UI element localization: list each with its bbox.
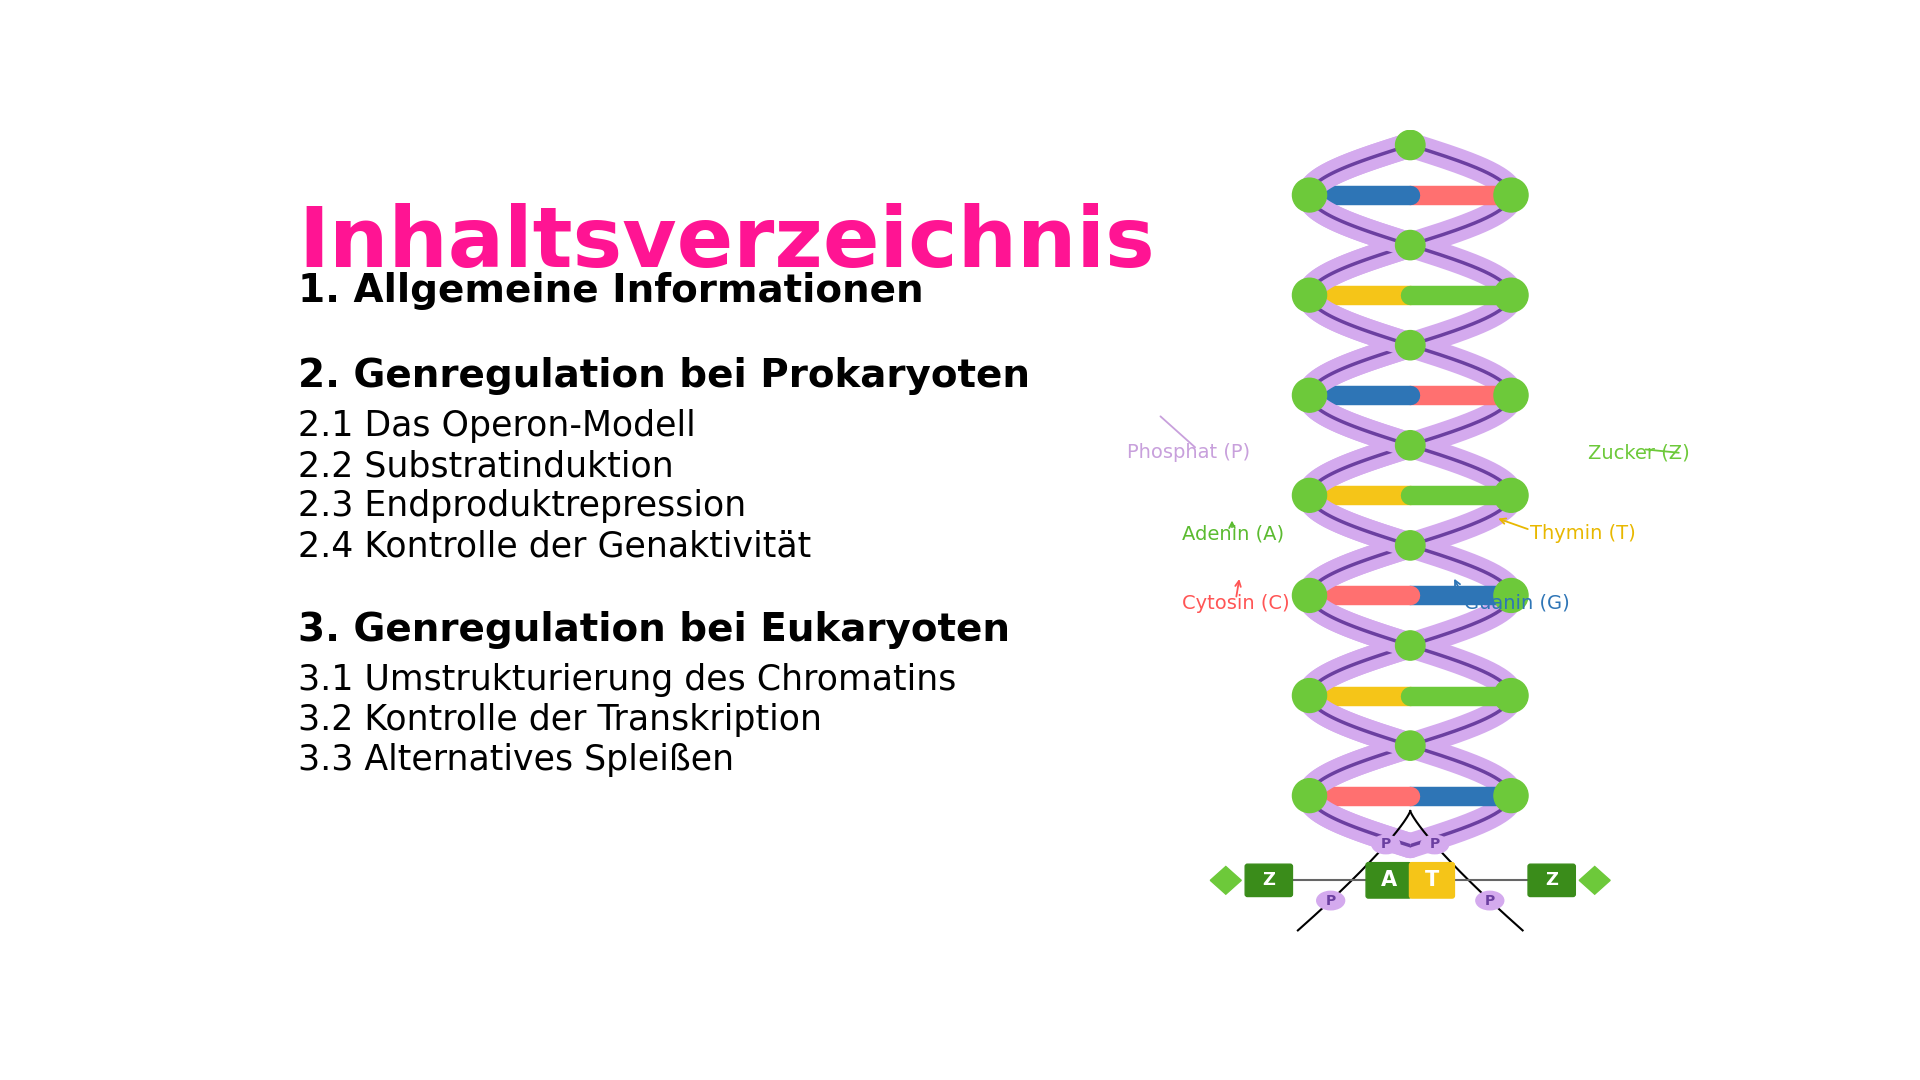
Ellipse shape bbox=[1476, 891, 1503, 909]
Text: 3.1 Umstrukturierung des Chromatins: 3.1 Umstrukturierung des Chromatins bbox=[298, 663, 956, 698]
Text: Adenin (A): Adenin (A) bbox=[1181, 525, 1284, 543]
Text: Z: Z bbox=[1261, 872, 1275, 889]
Text: A: A bbox=[1380, 870, 1396, 890]
Text: Cytosin (C): Cytosin (C) bbox=[1181, 594, 1288, 612]
FancyBboxPatch shape bbox=[1409, 863, 1455, 899]
Text: Guanin (G): Guanin (G) bbox=[1465, 594, 1571, 612]
Ellipse shape bbox=[1373, 835, 1400, 853]
Circle shape bbox=[1292, 779, 1327, 812]
Circle shape bbox=[1292, 279, 1327, 312]
Text: 2.1 Das Operon-Modell: 2.1 Das Operon-Modell bbox=[298, 409, 695, 443]
FancyBboxPatch shape bbox=[1246, 864, 1292, 896]
Circle shape bbox=[1292, 178, 1327, 212]
Text: Z: Z bbox=[1546, 872, 1559, 889]
Circle shape bbox=[1396, 230, 1425, 259]
Circle shape bbox=[1292, 579, 1327, 612]
Text: 2.2 Substratinduktion: 2.2 Substratinduktion bbox=[298, 449, 674, 483]
Text: Inhaltsverzeichnis: Inhaltsverzeichnis bbox=[298, 203, 1154, 284]
Circle shape bbox=[1494, 378, 1528, 413]
Circle shape bbox=[1292, 678, 1327, 713]
Circle shape bbox=[1494, 478, 1528, 512]
Circle shape bbox=[1494, 279, 1528, 312]
Text: 3.3 Alternatives Spleißen: 3.3 Alternatives Spleißen bbox=[298, 743, 733, 778]
Circle shape bbox=[1494, 779, 1528, 812]
FancyBboxPatch shape bbox=[1365, 863, 1411, 899]
Text: 1. Allgemeine Informationen: 1. Allgemeine Informationen bbox=[298, 272, 924, 310]
Circle shape bbox=[1396, 731, 1425, 760]
Circle shape bbox=[1396, 530, 1425, 561]
Text: P: P bbox=[1484, 893, 1496, 907]
Text: 3.2 Kontrolle der Transkription: 3.2 Kontrolle der Transkription bbox=[298, 703, 822, 738]
Ellipse shape bbox=[1421, 835, 1448, 853]
Circle shape bbox=[1396, 131, 1425, 160]
Text: P: P bbox=[1325, 893, 1336, 907]
Text: Zucker (Z): Zucker (Z) bbox=[1588, 444, 1690, 462]
Text: 3. Genregulation bei Eukaryoten: 3. Genregulation bei Eukaryoten bbox=[298, 611, 1010, 649]
Polygon shape bbox=[1210, 866, 1242, 894]
Circle shape bbox=[1396, 631, 1425, 660]
Circle shape bbox=[1396, 431, 1425, 460]
Text: 2.3 Endproduktrepression: 2.3 Endproduktrepression bbox=[298, 489, 747, 523]
Text: P: P bbox=[1430, 837, 1440, 851]
Polygon shape bbox=[1578, 866, 1611, 894]
Text: P: P bbox=[1380, 837, 1390, 851]
Circle shape bbox=[1396, 330, 1425, 360]
Circle shape bbox=[1292, 378, 1327, 413]
Text: 2. Genregulation bei Prokaryoten: 2. Genregulation bei Prokaryoten bbox=[298, 357, 1031, 395]
Ellipse shape bbox=[1317, 891, 1344, 909]
Text: 2.4 Kontrolle der Genaktivität: 2.4 Kontrolle der Genaktivität bbox=[298, 529, 812, 563]
Circle shape bbox=[1494, 579, 1528, 612]
Circle shape bbox=[1494, 178, 1528, 212]
FancyBboxPatch shape bbox=[1528, 864, 1574, 896]
Text: Phosphat (P): Phosphat (P) bbox=[1127, 444, 1250, 462]
Circle shape bbox=[1494, 678, 1528, 713]
Circle shape bbox=[1292, 478, 1327, 512]
Text: T: T bbox=[1425, 870, 1440, 890]
Text: Thymin (T): Thymin (T) bbox=[1530, 525, 1636, 543]
